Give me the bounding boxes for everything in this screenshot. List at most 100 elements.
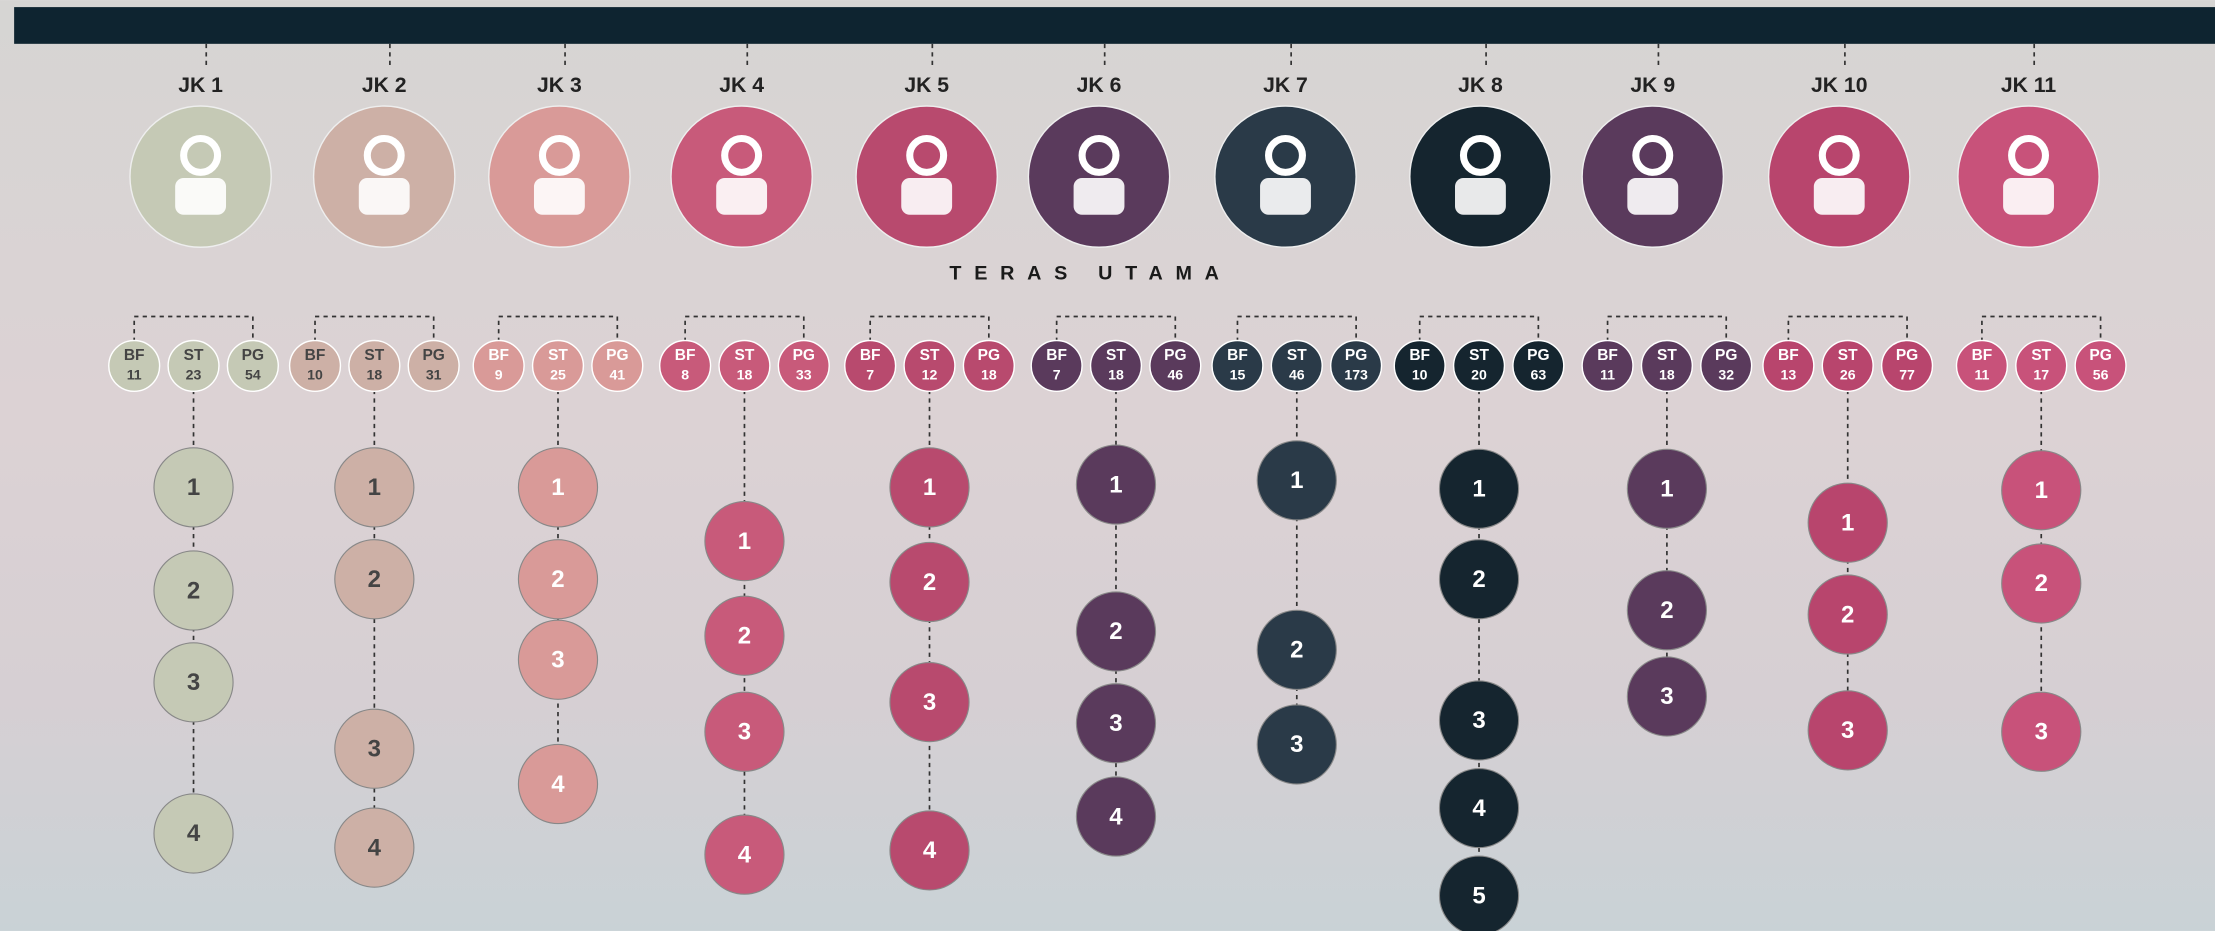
node-label: 1 — [187, 474, 200, 501]
icon-glyph — [1814, 178, 1865, 215]
stat-value: 46 — [1167, 367, 1183, 383]
node-label: 3 — [1660, 683, 1673, 710]
stat-label: BF — [860, 347, 881, 364]
stat-label: ST — [364, 347, 384, 364]
icon-glyph — [1260, 178, 1311, 215]
stat-value: 11 — [1974, 367, 1989, 383]
node-label: 3 — [1841, 717, 1854, 744]
stat-label: BF — [1046, 347, 1067, 364]
icon — [130, 106, 271, 247]
node-label: 3 — [1472, 707, 1485, 734]
stat-label: ST — [1106, 347, 1126, 364]
icon — [1028, 106, 1169, 247]
stat-label: PG — [978, 347, 1000, 364]
node-label: 3 — [1109, 710, 1122, 737]
stat-label: ST — [735, 347, 755, 364]
node-label: 3 — [551, 646, 564, 673]
icon-glyph — [1627, 178, 1678, 215]
icon — [1215, 106, 1356, 247]
column-label: JK 7 — [1263, 74, 1308, 97]
icon-glyph — [901, 178, 952, 215]
stat-label: ST — [2031, 347, 2051, 364]
stat-value: 13 — [1781, 367, 1797, 383]
node-label: 4 — [1109, 803, 1123, 830]
stat-label: PG — [1896, 347, 1918, 364]
stat-label: BF — [124, 347, 145, 364]
column-label: JK 1 — [178, 74, 223, 97]
node-label: 2 — [187, 577, 200, 604]
top-bar — [14, 7, 2215, 44]
node-label: 2 — [1660, 597, 1673, 624]
stat-value: 18 — [366, 367, 382, 383]
node-label: 3 — [2035, 719, 2048, 746]
icon-glyph — [534, 178, 585, 215]
icon-glyph — [359, 178, 410, 215]
node-label: 2 — [923, 569, 936, 596]
stat-value: 31 — [426, 367, 442, 383]
node-label: 3 — [187, 669, 200, 696]
node-label: 4 — [551, 771, 565, 798]
node-label: 5 — [1472, 882, 1485, 909]
icon — [314, 106, 455, 247]
stat-label: BF — [488, 347, 509, 364]
page: {"subtitle": "TERAS UTAMA", "columns": [… — [0, 0, 2215, 931]
icon — [671, 106, 812, 247]
column-label: JK 10 — [1811, 74, 1867, 97]
column-label: JK 2 — [362, 74, 407, 97]
stat-value: 41 — [609, 367, 625, 383]
icon-glyph — [2003, 178, 2054, 215]
stat-value: 9 — [495, 367, 503, 383]
node-label: 1 — [1290, 467, 1303, 494]
stat-value: 33 — [796, 367, 812, 383]
stat-value: 173 — [1344, 367, 1368, 383]
stat-value: 77 — [1899, 367, 1915, 383]
stat-label: PG — [2089, 347, 2111, 364]
stat-label: PG — [1527, 347, 1549, 364]
stat-value: 32 — [1718, 367, 1734, 383]
column-label: JK 4 — [719, 74, 764, 97]
stat-label: BF — [1597, 347, 1618, 364]
node-label: 1 — [1841, 509, 1854, 536]
stat-label: ST — [1469, 347, 1489, 364]
stat-label: ST — [920, 347, 940, 364]
node-label: 1 — [738, 528, 751, 555]
stat-value: 15 — [1230, 367, 1246, 383]
stat-label: ST — [1287, 347, 1307, 364]
stat-label: ST — [1657, 347, 1677, 364]
stat-value: 56 — [2093, 367, 2109, 383]
node-label: 4 — [738, 841, 752, 868]
node-label: 1 — [1660, 476, 1673, 503]
node-label: 3 — [923, 689, 936, 716]
stat-label: BF — [675, 347, 696, 364]
subtitle: TERAS UTAMA — [949, 262, 1231, 284]
node-label: 4 — [368, 834, 382, 861]
icon — [1582, 106, 1723, 247]
stat-label: BF — [1227, 347, 1248, 364]
stat-label: BF — [1409, 347, 1430, 364]
stat-label: PG — [422, 347, 444, 364]
icon-glyph — [175, 178, 226, 215]
stat-label: ST — [548, 347, 568, 364]
node-label: 2 — [1841, 601, 1854, 628]
stat-value: 7 — [866, 367, 874, 383]
stat-label: PG — [1345, 347, 1367, 364]
node-label: 4 — [187, 820, 201, 847]
column-label: JK 5 — [904, 74, 949, 97]
icon — [1769, 106, 1910, 247]
icon — [856, 106, 997, 247]
column-label: JK 9 — [1630, 74, 1675, 97]
node-label: 1 — [2035, 477, 2048, 504]
stat-label: PG — [242, 347, 264, 364]
stat-value: 46 — [1289, 367, 1305, 383]
stat-value: 10 — [307, 367, 323, 383]
stat-label: BF — [1972, 347, 1993, 364]
icon — [1410, 106, 1551, 247]
icon-glyph — [1455, 178, 1506, 215]
stat-value: 8 — [681, 367, 689, 383]
stat-label: PG — [606, 347, 628, 364]
stat-label: ST — [1838, 347, 1858, 364]
node-label: 2 — [551, 566, 564, 593]
node-label: 2 — [368, 566, 381, 593]
icon-glyph — [1074, 178, 1125, 215]
stat-label: ST — [184, 347, 204, 364]
